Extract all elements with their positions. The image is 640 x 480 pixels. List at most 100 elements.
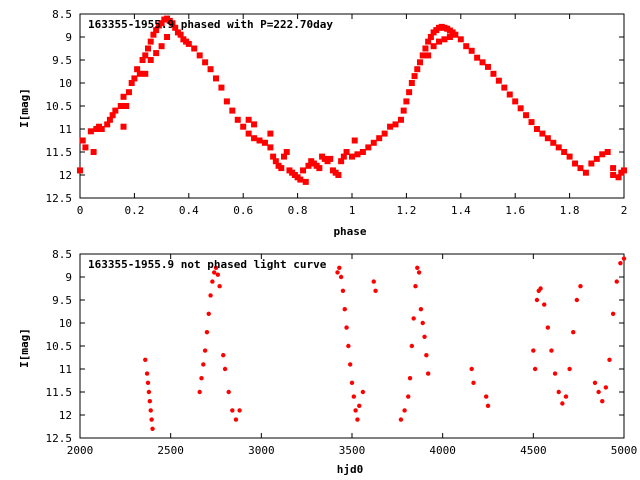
phased-data-point: [338, 158, 345, 165]
phased-data-point: [134, 66, 141, 73]
unphased-data-point: [600, 399, 605, 404]
phased-x-tick-label: 1.4: [451, 204, 471, 217]
phased-data-point: [479, 59, 486, 66]
phased-data-point: [120, 123, 127, 130]
phased-x-tick-label: 2: [621, 204, 628, 217]
phased-data-point: [474, 54, 481, 61]
phased-data-point: [283, 149, 290, 155]
phased-data-point: [490, 70, 497, 77]
unphased-data-point: [532, 366, 538, 372]
phased-axis-ticks: 0 0.2 0.4 0.6 0.8 1 1.2 1.4 1.6 1.8 2 8.5 9 9.5 10 10.5…: [46, 8, 628, 217]
phased-data-point: [359, 149, 366, 155]
unphased-data-point: [425, 371, 431, 376]
phased-data-point: [572, 160, 579, 167]
unphased-data-point: [571, 330, 576, 335]
unphased-data-point: [610, 311, 616, 316]
phased-data-point: [387, 123, 394, 130]
phased-data-point: [158, 43, 165, 50]
phased-data-point: [408, 80, 415, 86]
phased-data-point: [112, 107, 119, 114]
phased-data-point: [245, 130, 252, 137]
unphased-data-point: [145, 380, 151, 385]
phased-data-point: [425, 38, 432, 45]
phased-y-tick-label: 10.5: [46, 100, 73, 113]
unphased-data-point: [398, 417, 404, 422]
unphased-data-point: [337, 265, 342, 270]
phased-data-point: [411, 73, 418, 80]
phased-x-tick-label: 1: [349, 204, 356, 217]
phased-data-point: [245, 116, 252, 123]
unphased-data-point: [144, 371, 150, 376]
unphased-y-tick-label: 9.5: [52, 294, 72, 307]
phased-data-point: [400, 107, 407, 114]
unphased-data-point: [371, 279, 376, 284]
phased-data-point: [270, 153, 277, 160]
unphased-data-point: [538, 286, 543, 291]
unphased-data-point: [531, 348, 536, 353]
unphased-data-point: [621, 256, 627, 261]
unphased-y-tick-label: 9: [65, 271, 72, 284]
phased-data-point: [109, 112, 116, 119]
unphased-data-point: [355, 417, 360, 422]
phased-y-tick-label: 11: [59, 123, 72, 136]
unphased-data-point: [344, 325, 349, 330]
unphased-x-axis-label: hjd0: [337, 463, 364, 476]
phased-data-point: [550, 139, 557, 146]
phased-x-tick-label: 1.6: [505, 204, 525, 217]
unphased-data-point: [347, 362, 353, 367]
phased-data-point: [555, 144, 562, 151]
phased-data-point: [446, 34, 453, 40]
phased-y-axis-label: I[mag]: [18, 88, 31, 128]
unphased-data-point: [221, 353, 226, 358]
unphased-data-point: [592, 380, 598, 385]
unphased-data-point: [422, 334, 427, 339]
unphased-y-axis-label: I[mag]: [18, 328, 31, 368]
unphased-data-point: [340, 288, 346, 293]
unphased-chart-title: 163355-1955.9 not phased light curve: [88, 258, 327, 271]
unphased-data-point: [338, 274, 344, 280]
phased-data-point: [419, 52, 426, 59]
phased-data-point: [582, 169, 589, 176]
phased-data-point: [397, 116, 404, 123]
phased-data-point: [145, 45, 151, 52]
phased-chart: 0 0.2 0.4 0.6 0.8 1 1.2 1.4 1.6 1.8 2 8.5 9 9.5 10 10.5…: [18, 8, 627, 238]
unphased-data-point: [560, 401, 565, 406]
unphased-x-tick-label: 3500: [339, 444, 366, 457]
unphased-data-point: [210, 279, 215, 284]
phased-data-point: [422, 45, 429, 52]
phased-x-tick-label: 0.2: [124, 204, 144, 217]
phased-data-point: [468, 47, 475, 54]
phased-data-point: [131, 75, 138, 82]
phased-data-point: [406, 89, 413, 96]
unphased-data-point: [407, 376, 413, 381]
phased-x-tick-label: 0.4: [179, 204, 199, 217]
phased-data-point: [142, 52, 149, 59]
unphased-y-tick-label: 12.5: [46, 432, 73, 445]
phased-data-point: [506, 91, 513, 98]
phased-data-point: [430, 43, 437, 50]
phased-y-tick-label: 11.5: [46, 146, 73, 159]
phased-x-tick-label: 1.2: [396, 204, 416, 217]
phased-data-point: [106, 116, 113, 123]
phased-y-tick-label: 10: [59, 77, 72, 90]
phased-data-point: [87, 128, 94, 135]
unphased-axis-ticks: 2000 2500 3000 3500 4000 4500 5000 8.5 9 9.5 10 10.…: [46, 248, 638, 457]
phased-data-point: [457, 36, 464, 43]
phased-data-point: [588, 160, 595, 167]
phased-data-point: [316, 165, 323, 172]
phased-data-point: [427, 34, 434, 40]
phased-data-point: [533, 126, 540, 132]
phased-data-point: [191, 45, 198, 52]
phased-data-point: [120, 93, 127, 100]
phased-data-point: [90, 149, 97, 155]
phased-data-point: [251, 135, 258, 142]
unphased-data-point: [346, 343, 351, 349]
unphased-data-point: [222, 366, 228, 372]
phased-data-point: [495, 77, 502, 84]
phased-data-point: [523, 112, 530, 119]
unphased-data-point: [471, 380, 476, 385]
phased-data-point: [142, 70, 149, 77]
unphased-data-point: [603, 385, 609, 390]
unphased-data-point: [373, 288, 378, 293]
phased-data-point: [425, 52, 432, 59]
